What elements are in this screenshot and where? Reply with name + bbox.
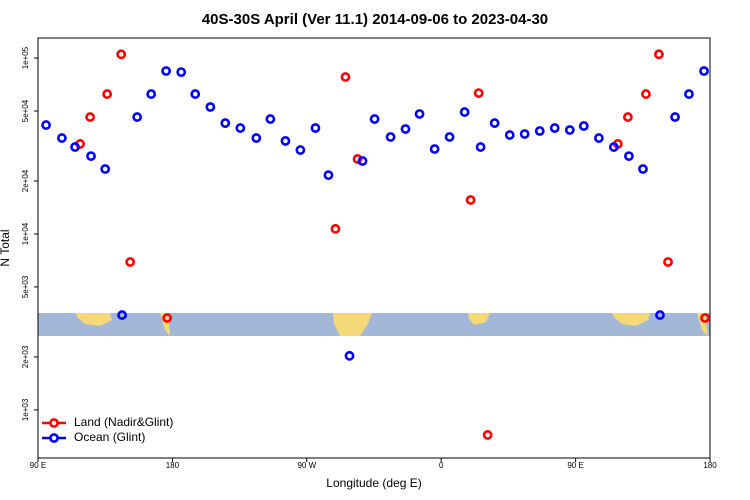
point — [162, 313, 173, 323]
y-tick-label: 5e+04 — [21, 99, 30, 122]
point — [330, 223, 341, 234]
x-axis-label: Longitude (deg E) — [326, 476, 421, 490]
map-strip — [38, 313, 710, 336]
point — [489, 118, 500, 128]
land-shape — [697, 313, 708, 336]
point — [265, 114, 276, 124]
y-tick-label: 2e+04 — [21, 169, 30, 192]
point — [684, 89, 694, 99]
point — [578, 121, 589, 131]
y-tick-label: 1e+04 — [21, 222, 30, 245]
legend-label: Ocean (Glint) — [74, 430, 145, 444]
point — [41, 120, 51, 130]
point — [475, 142, 486, 152]
point — [116, 49, 127, 60]
point — [504, 130, 515, 140]
point — [340, 72, 351, 82]
point — [624, 151, 634, 162]
point — [86, 151, 96, 162]
point — [280, 136, 291, 146]
point — [117, 310, 127, 320]
point — [369, 114, 380, 124]
point — [385, 132, 396, 142]
point — [654, 49, 664, 60]
ocean-band — [38, 313, 710, 336]
point — [519, 129, 530, 139]
point — [482, 430, 493, 440]
y-axis-label: N Total — [0, 229, 12, 266]
point — [641, 89, 651, 99]
point — [161, 66, 172, 76]
y-tick-label: 5e+03 — [21, 275, 30, 298]
x-tick-label: 180 — [703, 461, 717, 470]
land-shape — [612, 313, 650, 326]
point — [414, 109, 425, 119]
x-tick-label: 90 W — [297, 461, 316, 470]
point — [357, 156, 368, 166]
point — [459, 107, 470, 117]
legend-marker — [49, 418, 59, 428]
legend-marker — [49, 433, 59, 443]
point — [700, 313, 710, 323]
point — [638, 164, 648, 174]
point — [323, 170, 334, 181]
point — [608, 142, 619, 152]
point — [100, 164, 111, 174]
x-tick-label: 90 E — [30, 461, 46, 470]
land-shape — [468, 313, 490, 325]
point — [125, 257, 136, 267]
y-tick-label: 1e+03 — [21, 398, 30, 421]
point — [429, 144, 440, 154]
point — [344, 350, 355, 361]
point — [549, 123, 560, 133]
x-tick-label: 0 — [439, 461, 444, 470]
legend-label: Land (Nadir&Glint) — [74, 415, 173, 429]
point — [132, 112, 143, 122]
chart-title: 40S-30S April (Ver 11.1) 2014-09-06 to 2… — [202, 11, 548, 28]
point — [655, 310, 665, 320]
land-shape — [333, 313, 372, 336]
point — [295, 145, 306, 155]
y-tick-label: 1e+05 — [21, 46, 30, 69]
point — [70, 142, 80, 152]
point — [670, 112, 680, 122]
point — [220, 118, 231, 128]
plot-frame — [37, 37, 711, 459]
point — [102, 89, 113, 99]
point — [564, 125, 575, 135]
point — [235, 123, 246, 133]
point — [465, 195, 476, 205]
point — [593, 133, 604, 143]
land-shape — [75, 313, 112, 326]
point — [56, 133, 67, 143]
point — [205, 102, 216, 112]
point — [622, 112, 633, 122]
point — [473, 88, 484, 99]
point — [176, 67, 187, 78]
point — [534, 126, 545, 136]
y-tick-label: 2e+03 — [21, 345, 30, 368]
point — [85, 112, 96, 122]
point — [146, 89, 157, 99]
point — [190, 89, 201, 99]
point — [400, 124, 411, 134]
x-tick-label: 180 — [166, 461, 180, 470]
point — [310, 123, 321, 133]
x-tick-label: 90 E — [567, 461, 583, 470]
point — [251, 133, 262, 143]
point — [444, 132, 455, 142]
point — [663, 257, 673, 267]
point — [699, 66, 709, 76]
